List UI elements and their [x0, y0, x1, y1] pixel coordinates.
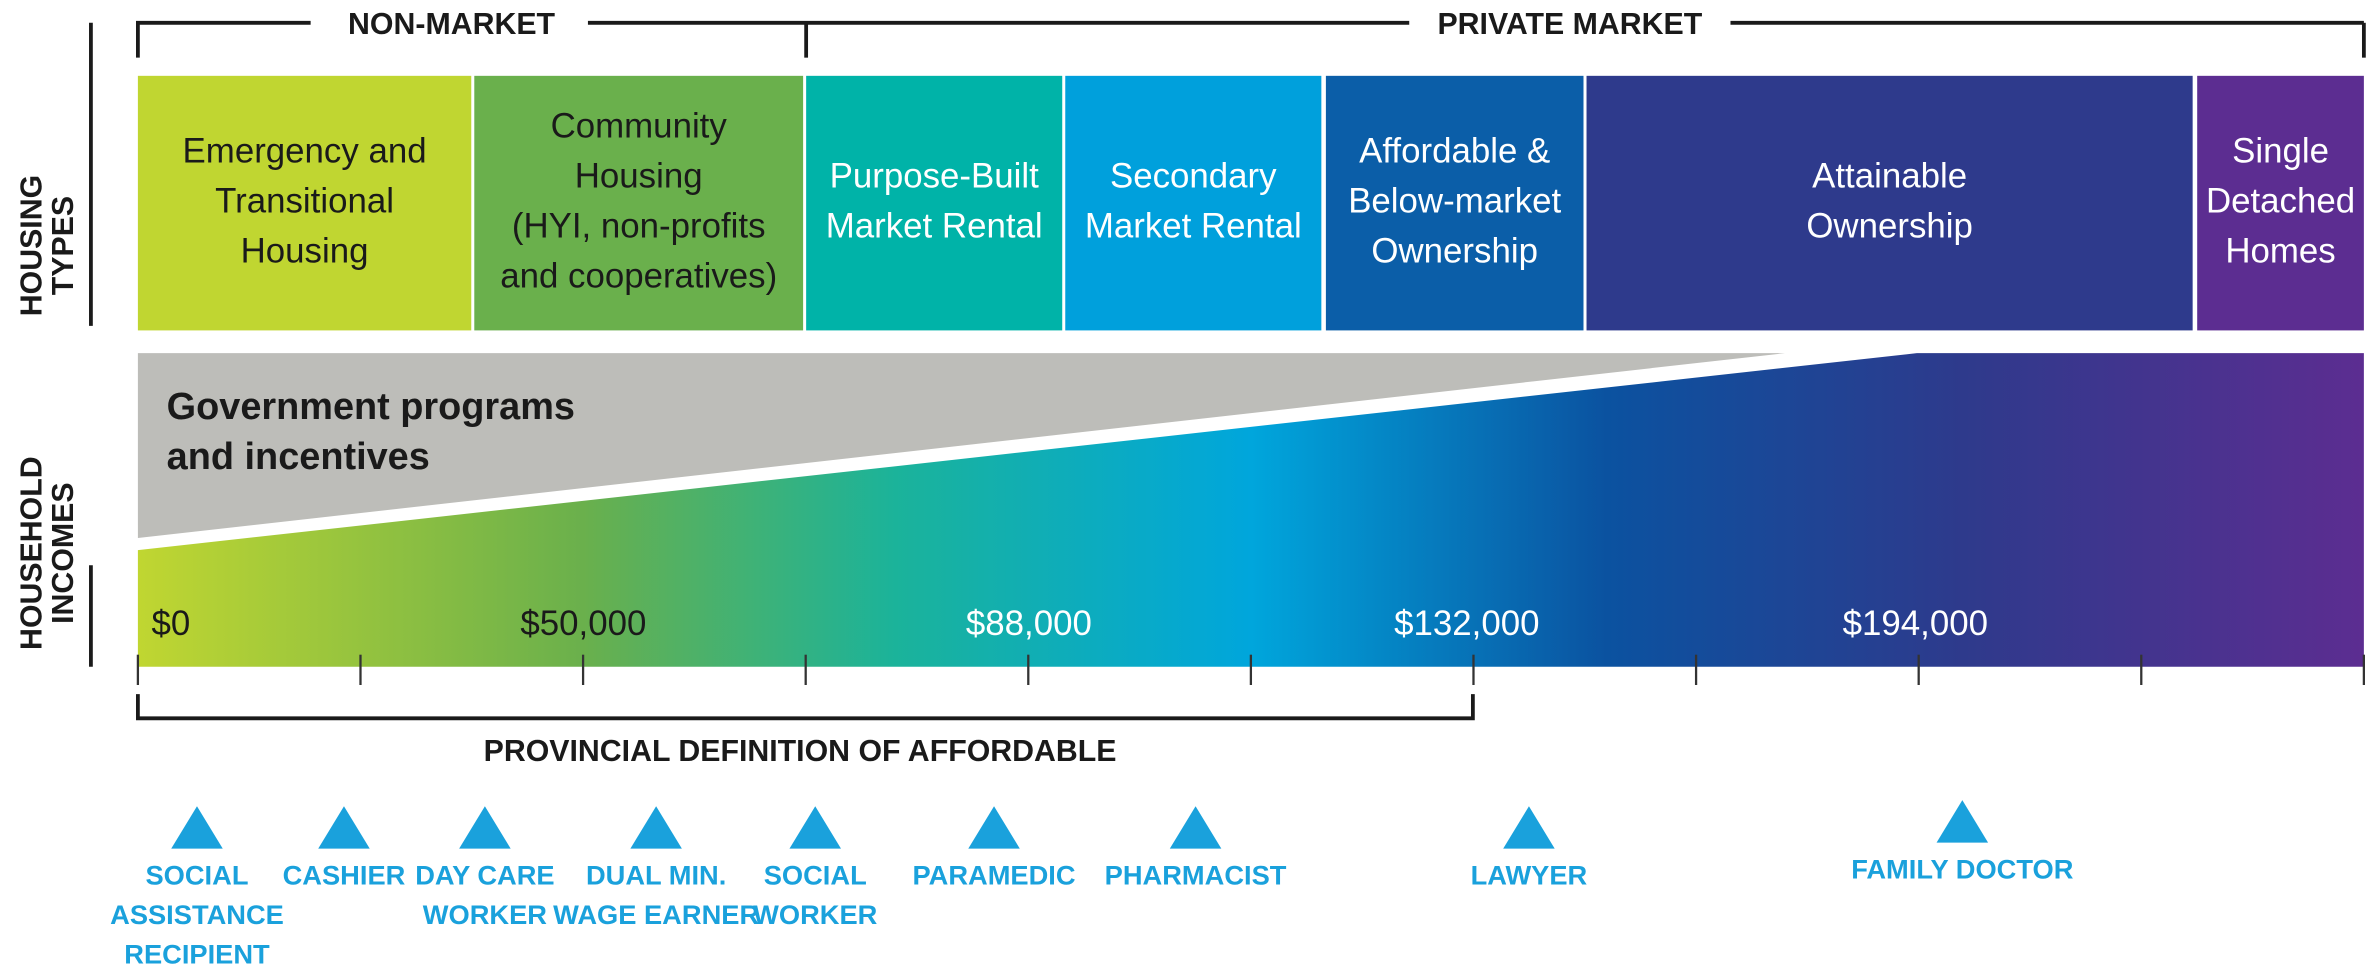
- income-label: $50,000: [520, 604, 646, 643]
- government-label: Government programs: [167, 386, 575, 428]
- housing-type-label: Affordable &: [1359, 131, 1550, 170]
- occupation-label: SOCIAL: [145, 860, 248, 891]
- occupation-label: CASHIER: [283, 860, 406, 891]
- housing-type-label: Homes: [2225, 231, 2335, 270]
- housing-type-label: Housing: [241, 231, 369, 270]
- occupation-label: WORKER: [423, 899, 548, 930]
- private-market-label: PRIVATE MARKET: [1437, 8, 1702, 41]
- side-label: HOUSEHOLD: [15, 456, 48, 650]
- side-label: HOUSING: [15, 175, 48, 316]
- occupation-label: PHARMACIST: [1105, 860, 1287, 891]
- occupation-label: ASSISTANCE: [110, 899, 284, 930]
- income-label: $0: [152, 604, 191, 643]
- housing-type-box: [474, 75, 804, 331]
- income-gradient: [137, 353, 2364, 667]
- affordable-bracket: [135, 694, 1475, 721]
- occupation-label: DUAL MIN.: [586, 860, 726, 891]
- occupation-label: RECIPIENT: [124, 938, 270, 969]
- occupation-label: FAMILY DOCTOR: [1851, 854, 2074, 885]
- side-label: INCOMES: [47, 482, 80, 623]
- occupation-marker: [1936, 800, 1989, 843]
- housing-type-label: Market Rental: [826, 206, 1043, 245]
- housing-type-label: Community: [551, 106, 728, 145]
- housing-type-label: Market Rental: [1085, 206, 1302, 245]
- affordable-label: PROVINCIAL DEFINITION OF AFFORDABLE: [484, 735, 1117, 768]
- housing-type-label: Single: [2232, 131, 2329, 170]
- housing-type-label: Secondary: [1110, 156, 1277, 195]
- income-label: $88,000: [966, 604, 1092, 643]
- occupation-marker: [318, 806, 370, 849]
- non-market-label: NON-MARKET: [348, 8, 555, 41]
- income-label: $194,000: [1843, 604, 1988, 643]
- occupation-marker: [1503, 806, 1555, 849]
- housing-type-label: Emergency and: [183, 131, 427, 170]
- occupation-marker: [630, 806, 682, 849]
- top-bracket: [135, 20, 2366, 58]
- housing-type-label: Ownership: [1371, 231, 1538, 270]
- occupation-marker: [968, 806, 1020, 849]
- housing-type-label: Transitional: [215, 181, 394, 220]
- government-label: and incentives: [167, 436, 430, 478]
- occupation-label: PARAMEDIC: [912, 860, 1075, 891]
- housing-type-label: Detached: [2206, 181, 2355, 220]
- housing-type-box: [1065, 75, 1322, 331]
- housing-type-label: and cooperatives): [500, 256, 777, 295]
- occupation-marker: [1169, 806, 1222, 849]
- housing-type-box: [1586, 75, 2193, 331]
- housing-type-label: Purpose-Built: [830, 156, 1039, 195]
- income-label: $132,000: [1394, 604, 1539, 643]
- side-label: TYPES: [47, 196, 80, 295]
- housing-type-label: Attainable: [1812, 156, 1967, 195]
- occupation-marker: [171, 806, 223, 849]
- occupation-label: SOCIAL: [764, 860, 867, 891]
- housing-type-label: Below-market: [1348, 181, 1561, 220]
- occupation-label: DAY CARE: [415, 860, 554, 891]
- housing-type-label: Housing: [575, 156, 703, 195]
- housing-type-box: [137, 75, 472, 331]
- occupation-label: WAGE EARNER: [553, 899, 759, 930]
- occupation-label: WORKER: [753, 899, 878, 930]
- housing-type-box: [806, 75, 1063, 331]
- occupation-marker: [459, 806, 511, 849]
- occupation-label: LAWYER: [1471, 860, 1588, 891]
- housing-type-box: [2197, 75, 2364, 331]
- housing-type-box: [1325, 75, 1584, 331]
- housing-type-label: Ownership: [1806, 206, 1973, 245]
- housing-type-label: (HYI, non-profits: [512, 206, 766, 245]
- occupation-marker: [789, 806, 841, 849]
